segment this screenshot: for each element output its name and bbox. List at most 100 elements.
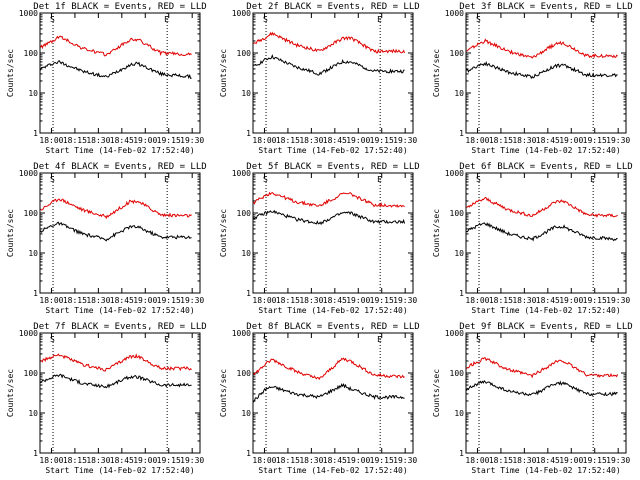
y-axis-label: Counts/sec	[219, 369, 228, 417]
interval-marker-label: S	[476, 175, 481, 184]
plot-frame	[465, 12, 627, 134]
x-tick-label: 18:00	[252, 136, 276, 145]
x-tick-label: 18:30	[512, 136, 536, 145]
y-axis-label: Counts/sec	[6, 369, 15, 417]
lld-series	[466, 196, 618, 218]
x-tick-label: 19:15	[370, 136, 394, 145]
lld-series	[40, 35, 192, 57]
x-tick-label: 19:00	[559, 296, 583, 305]
plot-frame	[252, 332, 414, 454]
y-axis-label: Counts/sec	[432, 209, 441, 257]
x-axis-label: Start Time (14-Feb-02 17:52:40)	[258, 146, 407, 155]
y-tick-label: 100	[237, 369, 252, 378]
y-tick-label: 100	[24, 49, 39, 58]
x-axis-label: Start Time (14-Feb-02 17:52:40)	[45, 306, 194, 315]
x-tick-label: 18:45	[323, 136, 347, 145]
x-tick-label: 18:30	[299, 136, 323, 145]
plot-frame	[465, 172, 627, 294]
lld-series	[253, 191, 405, 208]
events-series	[253, 382, 405, 403]
interval-marker-label: E	[164, 335, 169, 344]
detector-panel-9: Det 9f BLACK = Events, RED = LLD S E 1 10 100…	[432, 322, 633, 475]
x-tick-label: 19:30	[393, 296, 417, 305]
lld-series	[466, 38, 618, 59]
interval-marker-label: E	[377, 175, 382, 184]
interval-marker-label: E	[590, 175, 595, 184]
interval-marker-label: S	[476, 15, 481, 24]
y-tick-label: 1000	[445, 9, 464, 18]
y-tick-label: 1000	[232, 9, 251, 18]
x-tick-label: 18:15	[489, 136, 513, 145]
x-tick-label: 19:15	[157, 136, 181, 145]
x-tick-label: 18:30	[512, 296, 536, 305]
x-axis-label: Start Time (14-Feb-02 17:52:40)	[258, 306, 407, 315]
x-tick-label: 19:00	[346, 136, 370, 145]
x-tick-label: 18:15	[276, 456, 300, 465]
y-tick-label: 1	[246, 289, 251, 298]
y-tick-label: 100	[237, 209, 252, 218]
interval-marker-label: S	[263, 175, 268, 184]
x-tick-label: 18:15	[276, 296, 300, 305]
plot-frame	[39, 332, 201, 454]
y-tick-label: 10	[454, 249, 464, 258]
x-tick-label: 18:00	[252, 456, 276, 465]
y-tick-label: 10	[241, 409, 251, 418]
y-tick-label: 1000	[19, 329, 38, 338]
x-tick-label: 19:30	[606, 136, 630, 145]
interval-marker-label: E	[590, 335, 595, 344]
lld-series	[253, 357, 405, 381]
panel-title: Det 2f BLACK = Events, RED = LLD	[246, 2, 419, 12]
interval-marker-label: E	[377, 15, 382, 24]
detector-panel-1: Det 1f BLACK = Events, RED = LLD S E 1 10 100…	[6, 2, 207, 155]
y-tick-label: 1000	[19, 169, 38, 178]
y-tick-label: 1	[33, 449, 38, 458]
x-tick-label: 19:00	[559, 136, 583, 145]
y-axis-label: Counts/sec	[219, 209, 228, 257]
y-tick-label: 100	[24, 369, 39, 378]
x-tick-label: 19:30	[180, 456, 204, 465]
x-tick-label: 19:30	[393, 456, 417, 465]
x-tick-label: 18:45	[536, 456, 560, 465]
plot-frame	[465, 332, 627, 454]
x-tick-label: 18:45	[323, 456, 347, 465]
events-series	[466, 60, 618, 80]
plot-frame	[39, 172, 201, 294]
y-tick-label: 1000	[232, 169, 251, 178]
y-axis-label: Counts/sec	[6, 209, 15, 257]
detector-panel-4: Det 4f BLACK = Events, RED = LLD S E 1 10 100…	[6, 162, 207, 315]
plot-frame	[252, 12, 414, 134]
y-tick-label: 1000	[445, 329, 464, 338]
detector-panel-2: Det 2f BLACK = Events, RED = LLD S E 1 10 100…	[219, 2, 420, 155]
x-tick-label: 18:00	[39, 136, 63, 145]
x-tick-label: 18:45	[323, 296, 347, 305]
x-tick-label: 18:00	[465, 456, 489, 465]
x-tick-label: 19:15	[583, 296, 607, 305]
events-series	[40, 221, 192, 242]
lld-series	[40, 198, 192, 220]
y-tick-label: 1	[33, 289, 38, 298]
x-tick-label: 19:15	[157, 456, 181, 465]
y-tick-label: 10	[454, 89, 464, 98]
x-tick-label: 18:45	[110, 296, 134, 305]
y-axis-label: Counts/sec	[432, 369, 441, 417]
panel-title: Det 8f BLACK = Events, RED = LLD	[246, 322, 419, 332]
interval-marker-label: S	[50, 15, 55, 24]
events-series	[40, 60, 192, 80]
y-tick-label: 10	[28, 249, 38, 258]
panel-title: Det 4f BLACK = Events, RED = LLD	[33, 162, 206, 172]
x-tick-label: 19:00	[346, 456, 370, 465]
x-tick-label: 18:00	[465, 296, 489, 305]
x-tick-label: 19:15	[370, 296, 394, 305]
interval-marker-label: S	[263, 335, 268, 344]
x-tick-label: 19:30	[180, 296, 204, 305]
x-tick-label: 18:45	[536, 296, 560, 305]
x-tick-label: 18:30	[299, 296, 323, 305]
detector-panel-8: Det 8f BLACK = Events, RED = LLD S E 1 10 100…	[219, 322, 420, 475]
x-tick-label: 19:15	[583, 456, 607, 465]
y-axis-label: Counts/sec	[219, 49, 228, 97]
panel-title: Det 7f BLACK = Events, RED = LLD	[33, 322, 206, 332]
detector-panel-6: Det 6f BLACK = Events, RED = LLD S E 1 10 100…	[432, 162, 633, 315]
x-tick-label: 18:45	[536, 136, 560, 145]
x-axis-label: Start Time (14-Feb-02 17:52:40)	[45, 466, 194, 475]
